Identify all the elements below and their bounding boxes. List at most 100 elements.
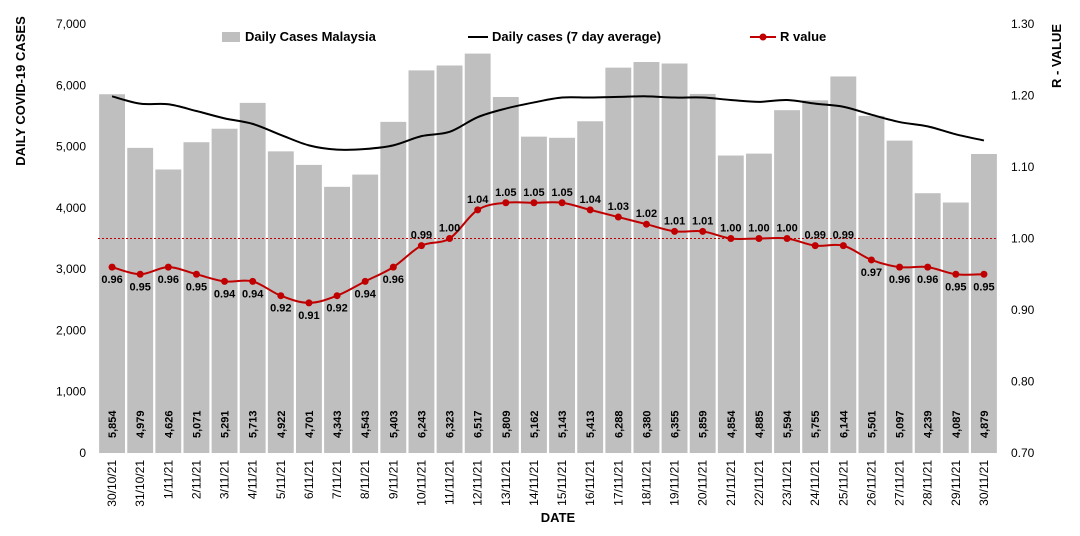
- bar-value-label: 5,501: [866, 410, 878, 438]
- r-value-label: 0.95: [129, 281, 150, 293]
- r-value-point: [446, 235, 454, 242]
- r-value-label: 1.00: [748, 223, 769, 235]
- bar-value-label: 6,517: [473, 410, 485, 438]
- bar-value-label: 6,323: [445, 410, 457, 438]
- x-tick-label: 24/11/21: [808, 460, 822, 506]
- bar: [886, 140, 913, 453]
- r-value-point: [952, 270, 960, 278]
- bar-value-label: 5,403: [388, 410, 400, 438]
- bar-series: [99, 53, 997, 454]
- x-tick-label: 30/11/21: [977, 460, 991, 506]
- y2-tick-label: 1.10: [1011, 160, 1035, 174]
- x-tick-label: 6/11/21: [302, 460, 316, 499]
- r-value-label: 0.96: [383, 274, 404, 286]
- bar-value-label: 5,143: [557, 410, 569, 438]
- y2-tick-label: 0.70: [1011, 446, 1035, 460]
- r-value-label: 1.05: [523, 187, 544, 199]
- bar: [380, 121, 407, 453]
- legend: Daily Cases Malaysia Daily cases (7 day a…: [222, 29, 826, 44]
- r-value-point: [558, 199, 566, 207]
- r-value-point: [614, 213, 622, 221]
- x-tick-label: 17/11/21: [611, 460, 625, 506]
- r-value-point: [699, 227, 707, 235]
- bar-value-label: 4,087: [951, 410, 963, 438]
- bar: [971, 153, 997, 453]
- y-axis-title: DAILY COVID-19 CASES: [13, 16, 28, 166]
- r-value-label: 0.92: [270, 303, 291, 315]
- legend-swatch-bars: [222, 32, 240, 42]
- r-value-label: 0.94: [354, 288, 376, 300]
- x-tick-label: 27/11/21: [893, 460, 907, 506]
- y-tick-label: 5,000: [56, 140, 86, 154]
- bar-value-label: 5,755: [810, 410, 822, 438]
- y2-tick-label: 1.00: [1011, 232, 1035, 246]
- r-value-label: 0.95: [945, 281, 966, 293]
- bar-value-label: 4,879: [979, 410, 991, 438]
- x-tick-label: 29/11/21: [949, 460, 963, 506]
- bar-value-label: 4,979: [135, 410, 147, 438]
- bar: [549, 137, 575, 454]
- y2-tick-label: 1.20: [1011, 89, 1035, 103]
- r-value-label: 1.04: [467, 194, 489, 206]
- y-tick-label: 0: [79, 446, 86, 460]
- r-value-point: [417, 242, 425, 250]
- x-tick-label: 31/10/21: [133, 460, 147, 507]
- bar: [914, 193, 941, 454]
- bar-value-label: 5,809: [501, 410, 513, 438]
- bar: [942, 202, 969, 453]
- legend-marker-r-value: [759, 33, 767, 41]
- bar: [717, 155, 744, 453]
- x-tick-label: 26/11/21: [864, 460, 878, 506]
- r-value-label: 0.91: [298, 310, 319, 322]
- bar: [492, 96, 519, 454]
- bar-value-label: 4,922: [276, 410, 288, 438]
- bar: [464, 53, 491, 453]
- bar: [746, 153, 772, 453]
- r-value-point: [755, 235, 763, 242]
- x-tick-label: 12/11/21: [471, 460, 485, 506]
- x-tick-label: 10/11/21: [414, 460, 428, 506]
- bar: [352, 174, 379, 454]
- bar-value-label: 5,071: [191, 410, 203, 438]
- r-value-label: 0.94: [214, 288, 236, 300]
- r-value-point: [811, 242, 819, 250]
- x-tick-label: 2/11/21: [189, 460, 203, 499]
- y2-tick-label: 0.80: [1011, 375, 1035, 389]
- bar-value-label: 5,594: [782, 410, 794, 438]
- x-axis-title: DATE: [541, 510, 576, 525]
- bar-value-label: 4,854: [726, 410, 738, 438]
- r-value-label: 0.99: [833, 230, 854, 242]
- bar: [830, 76, 857, 453]
- r-value-point: [727, 235, 735, 242]
- x-tick-label: 3/11/21: [218, 460, 232, 499]
- x-tick-label: 25/11/21: [836, 460, 850, 506]
- r-value-label: 0.99: [411, 230, 432, 242]
- bar: [183, 142, 210, 453]
- bar-value-label: 5,413: [585, 410, 597, 438]
- x-tick-label: 14/11/21: [527, 460, 541, 506]
- r-value-series: [108, 199, 988, 307]
- r-value-point: [839, 242, 847, 250]
- r-value-label: 1.05: [495, 187, 516, 199]
- bar-value-label: 5,097: [895, 410, 907, 438]
- r-value-point: [671, 227, 679, 235]
- r-value-point: [164, 263, 172, 271]
- bar-value-label: 5,291: [220, 410, 232, 438]
- r-value-point: [924, 263, 932, 271]
- bar: [661, 63, 688, 453]
- y-tick-label: 6,000: [56, 78, 86, 92]
- y-tick-label: 1,000: [56, 385, 86, 399]
- r-value-point: [277, 292, 285, 300]
- x-tick-label: 5/11/21: [274, 460, 288, 499]
- r-value-point: [783, 235, 791, 242]
- x-tick-label: 16/11/21: [583, 460, 597, 506]
- x-tick-label: 4/11/21: [246, 460, 260, 499]
- r-value-point: [389, 263, 397, 271]
- y-tick-label: 7,000: [56, 17, 86, 31]
- r-value-label: 1.00: [776, 223, 797, 235]
- x-tick-label: 15/11/21: [555, 460, 569, 506]
- r-value-label: 0.97: [861, 267, 882, 279]
- bar: [436, 65, 463, 454]
- bar-value-label: 4,701: [304, 410, 316, 438]
